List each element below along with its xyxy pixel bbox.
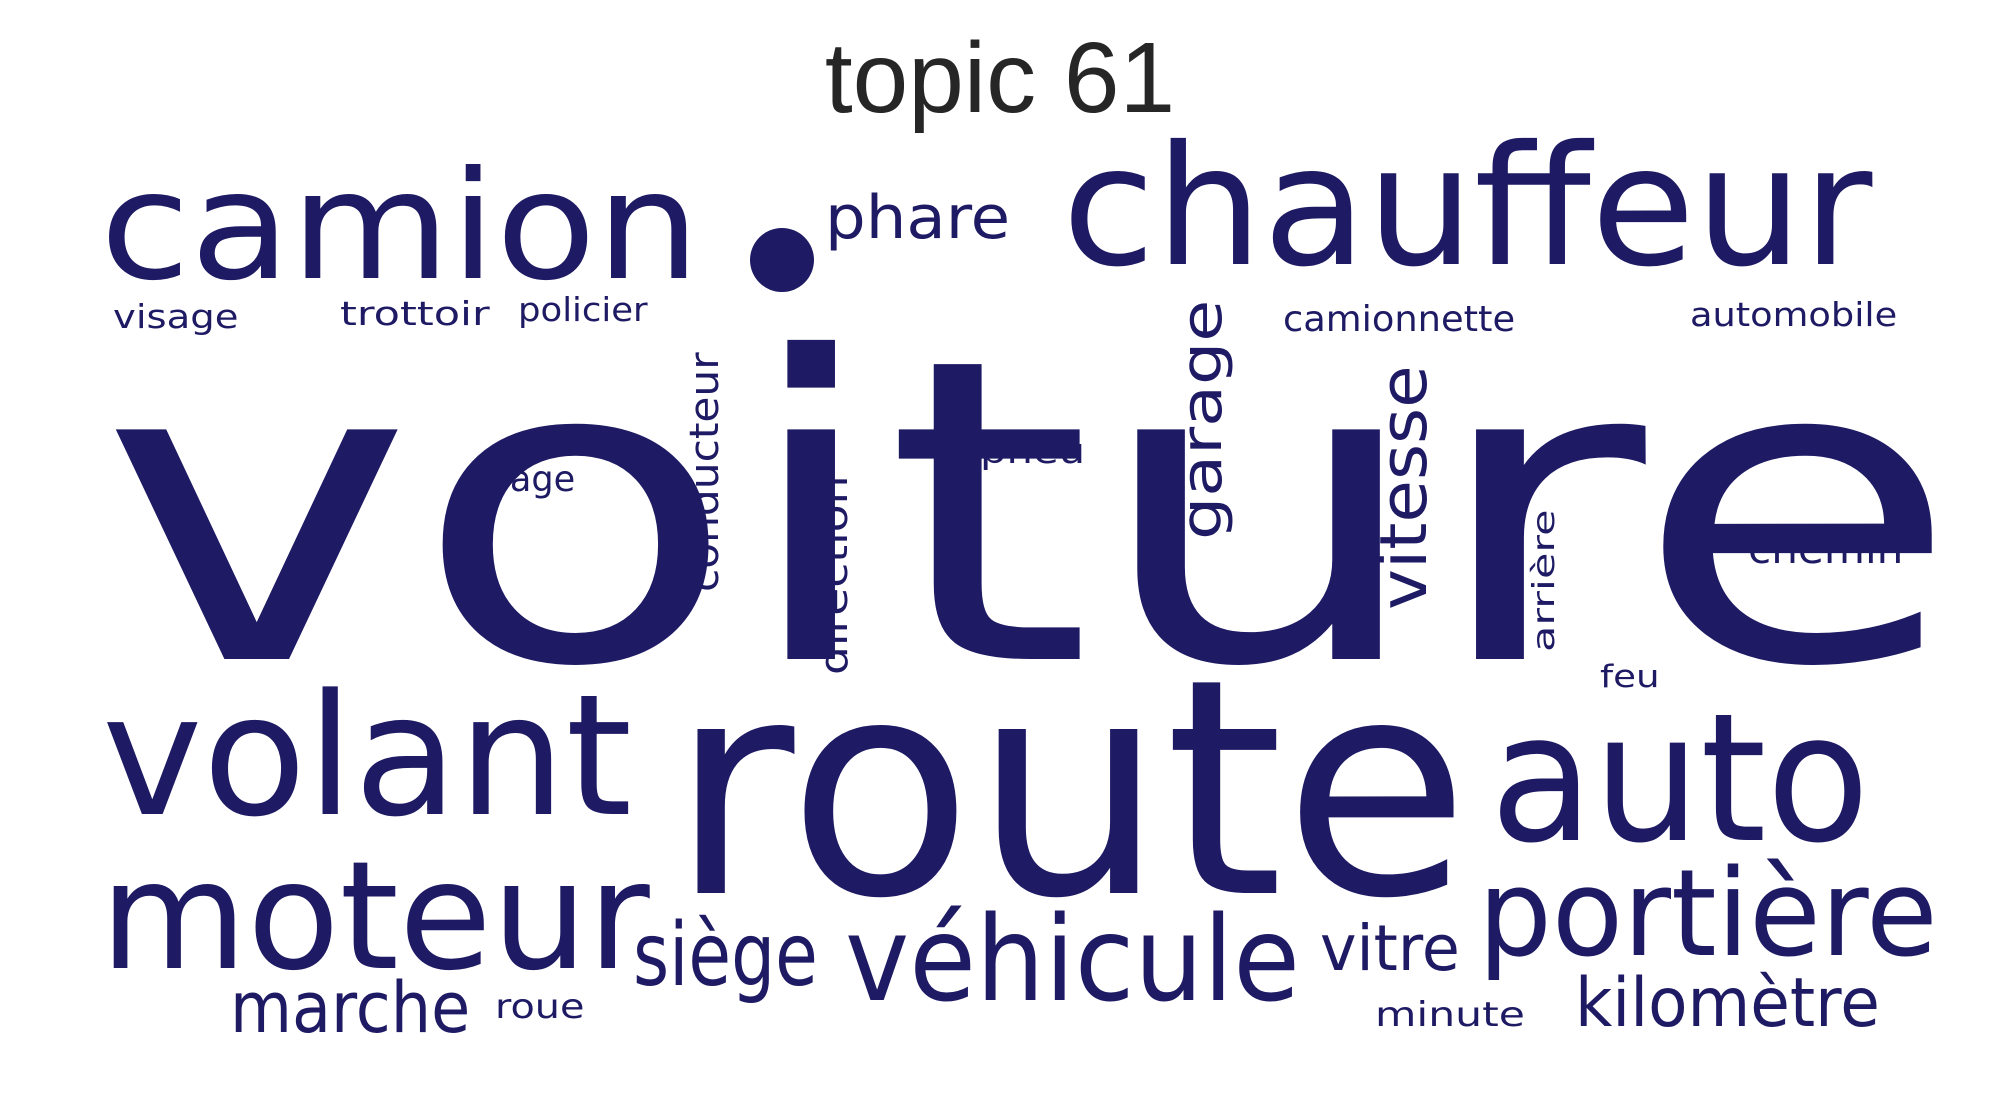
word-22: virage	[465, 459, 576, 500]
word-1: voiture	[100, 270, 1960, 759]
word-23: camionnette	[1283, 299, 1516, 340]
word-4: camion	[100, 140, 701, 314]
word-13: vitre	[1320, 912, 1460, 985]
word-24: automobile	[1690, 295, 1898, 334]
word-28: feu	[1600, 659, 1660, 695]
word-25: visage	[113, 297, 239, 336]
cloud-title: topic 61	[824, 22, 1176, 134]
word-6: volant	[102, 658, 633, 854]
word-8: portière	[1478, 845, 1938, 984]
word-12: kilomètre	[1575, 964, 1880, 1043]
word-20: chemin	[1748, 527, 1904, 573]
word-18: direction	[812, 475, 856, 675]
word-27: policier	[518, 290, 648, 329]
word-19: arrière	[1527, 509, 1562, 652]
word-11: marche	[230, 967, 471, 1049]
word-29: minute	[1375, 995, 1525, 1035]
word-2: route	[670, 615, 1470, 964]
word-14: phare	[825, 183, 1011, 253]
dot-mark	[750, 228, 814, 292]
word-17: conducteur	[682, 352, 728, 592]
word-15: vitesse	[1367, 365, 1442, 610]
word-10: siège	[633, 904, 818, 1006]
word-5: auto	[1490, 675, 1870, 882]
word-30: roue	[495, 987, 585, 1027]
word-26: trottoir	[340, 294, 490, 333]
word-9: véhicule	[845, 890, 1301, 1028]
word-16: garage	[1170, 299, 1235, 540]
word-21: pneu	[980, 432, 1086, 472]
word-7: moteur	[100, 830, 650, 1004]
word-3: chauffeur	[1062, 111, 1873, 304]
